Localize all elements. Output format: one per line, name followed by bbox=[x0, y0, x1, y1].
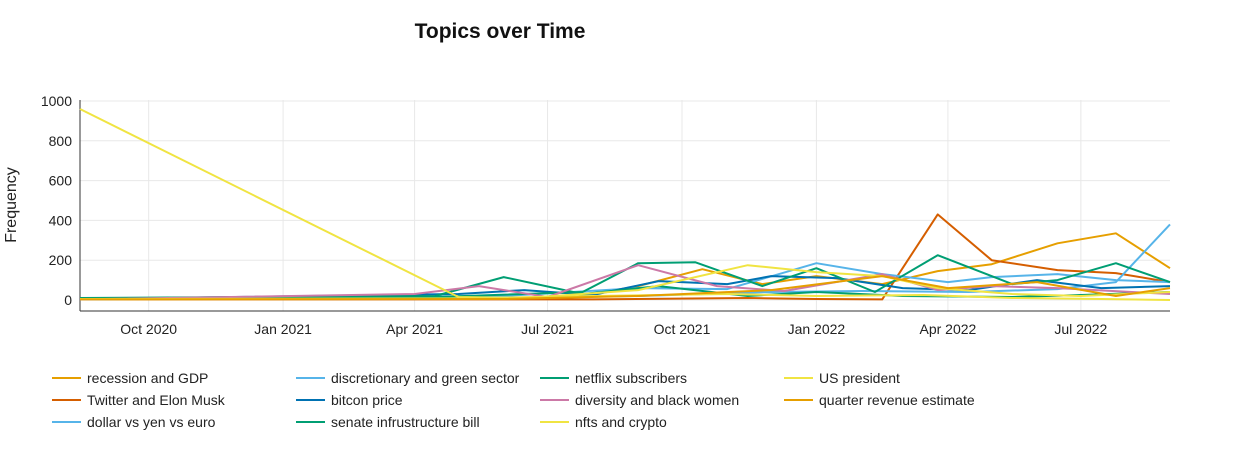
legend-item-us-president[interactable]: US president bbox=[784, 370, 900, 386]
series-line-quarter-revenue-estimate bbox=[79, 275, 1171, 301]
legend-label: recession and GDP bbox=[87, 370, 208, 386]
legend-label: diversity and black women bbox=[575, 392, 739, 408]
legend-item-diversity-and-black-women[interactable]: diversity and black women bbox=[540, 392, 739, 408]
legend-label: nfts and crypto bbox=[575, 414, 667, 430]
x-tick-label: Jul 2021 bbox=[521, 321, 574, 337]
legend-item-dollar-vs-yen-vs-euro[interactable]: dollar vs yen vs euro bbox=[52, 414, 216, 430]
axis-layer: 0 200 400 600 800 1000 Oct 2020 Jan 2021 Apr 202… bbox=[41, 93, 1170, 337]
legend-label: Twitter and Elon Musk bbox=[87, 392, 226, 408]
y-tick-label: 200 bbox=[49, 252, 73, 268]
series-line-senate-infrustructure-bill bbox=[79, 276, 1171, 299]
series-line-twitter-and-elon-musk bbox=[80, 213, 1171, 301]
series-line-netflix-subscribers bbox=[79, 254, 1171, 300]
legend-item-quarter-revenue-estimate[interactable]: quarter revenue estimate bbox=[784, 392, 975, 408]
legend-item-recession-and-gdp[interactable]: recession and GDP bbox=[52, 370, 208, 386]
legend: recession and GDP Twitter and Elon Musk do… bbox=[52, 370, 975, 430]
y-tick-label: 0 bbox=[64, 292, 72, 308]
y-tick-label: 800 bbox=[49, 133, 73, 149]
legend-item-nfts-and-crypto[interactable]: nfts and crypto bbox=[540, 414, 667, 430]
legend-label: senate infrustructure bill bbox=[331, 414, 480, 430]
legend-label: US president bbox=[819, 370, 900, 386]
chart-title: Topics over Time bbox=[415, 20, 586, 43]
x-tick-label: Oct 2020 bbox=[120, 321, 177, 337]
legend-item-discretionary-and-green-sector[interactable]: discretionary and green sector bbox=[296, 370, 520, 386]
legend-item-netflix-subscribers[interactable]: netflix subscribers bbox=[540, 370, 687, 386]
y-tick-label: 400 bbox=[49, 212, 73, 228]
legend-item-senate-infrustructure-bill[interactable]: senate infrustructure bill bbox=[296, 414, 480, 430]
x-tick-label: Oct 2021 bbox=[654, 321, 711, 337]
series-layer bbox=[79, 108, 1171, 301]
legend-item-bitcon-price[interactable]: bitcon price bbox=[296, 392, 403, 408]
series-line-bitcon-price bbox=[79, 275, 1171, 300]
y-tick-label: 1000 bbox=[41, 93, 72, 109]
legend-label: discretionary and green sector bbox=[331, 370, 520, 386]
x-tick-label: Apr 2022 bbox=[919, 321, 976, 337]
legend-label: bitcon price bbox=[331, 392, 403, 408]
grid-layer bbox=[80, 100, 1170, 311]
series-line-us-president bbox=[79, 108, 1171, 299]
x-tick-label: Apr 2021 bbox=[386, 321, 443, 337]
legend-label: netflix subscribers bbox=[575, 370, 687, 386]
y-tick-label: 600 bbox=[49, 173, 73, 189]
legend-label: quarter revenue estimate bbox=[819, 392, 975, 408]
x-tick-label: Jan 2022 bbox=[788, 321, 846, 337]
legend-item-twitter-and-elon-musk[interactable]: Twitter and Elon Musk bbox=[52, 392, 226, 408]
series-line-diversity-and-black-women bbox=[79, 264, 1171, 301]
x-tick-label: Jan 2021 bbox=[254, 321, 312, 337]
x-tick-label: Jul 2022 bbox=[1054, 321, 1107, 337]
y-axis-label: Frequency bbox=[3, 167, 20, 243]
legend-label: dollar vs yen vs euro bbox=[87, 414, 216, 430]
